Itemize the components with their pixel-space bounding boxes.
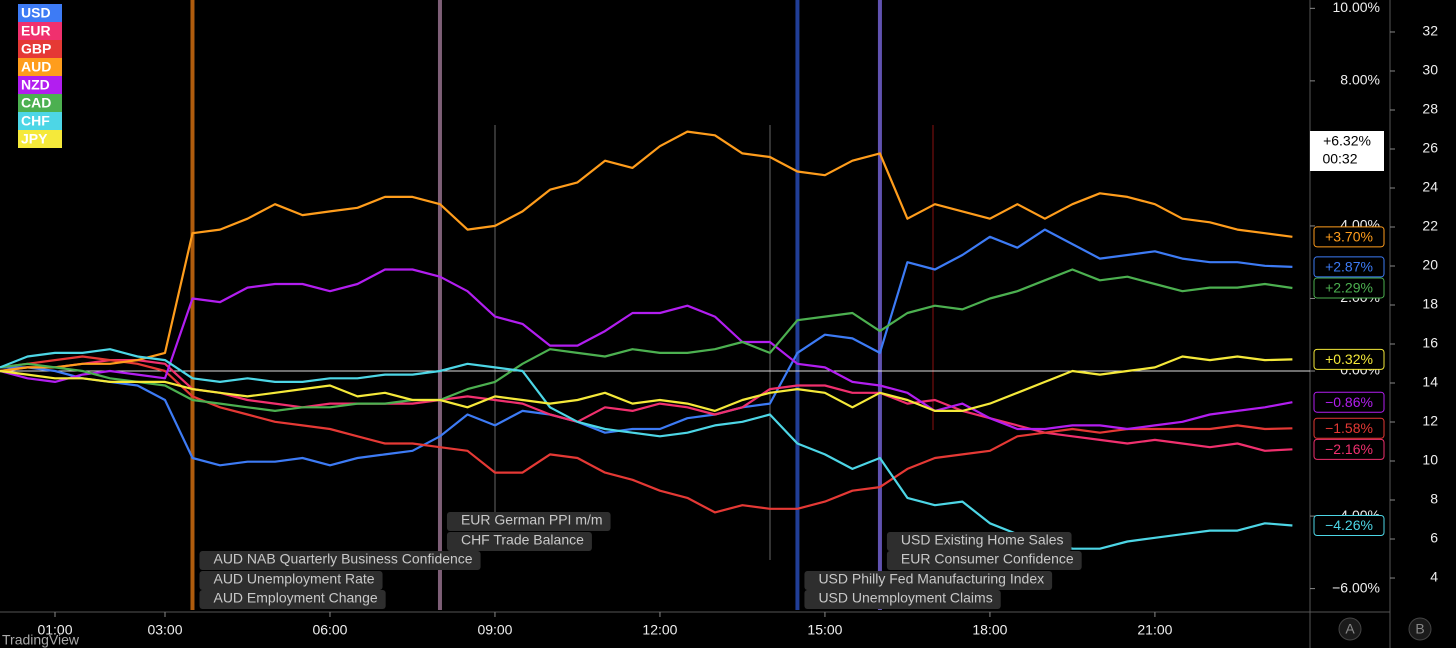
last-value-box <box>1313 514 1385 536</box>
event-label-box <box>199 571 383 590</box>
event-label-box <box>886 551 1082 570</box>
event-label-box <box>886 532 1072 551</box>
event-label: EUR Consumer Confidence <box>901 551 1074 567</box>
series-line <box>0 268 1293 431</box>
x-tick-label: 06:00 <box>312 622 347 638</box>
y2-tick-label: 28 <box>1422 101 1438 117</box>
event-label: AUD NAB Quarterly Business Confidence <box>213 551 472 567</box>
event-label-box <box>446 532 592 551</box>
legend-label: GBP <box>21 41 51 57</box>
legend-label: NZD <box>21 77 50 93</box>
event-label: CHF Trade Balance <box>461 532 584 548</box>
series-line <box>0 355 1293 412</box>
series-line <box>0 348 1293 550</box>
scale-button[interactable] <box>1408 617 1432 641</box>
last-value-box <box>1313 226 1385 248</box>
y2-tick-label: 10 <box>1422 452 1438 468</box>
legend-swatch <box>18 112 62 130</box>
legend-swatch <box>18 40 62 58</box>
series-line <box>0 228 1293 467</box>
event-label: AUD Unemployment Rate <box>213 571 374 587</box>
legend-swatch <box>18 22 62 40</box>
event-label-box <box>446 512 611 531</box>
last-value-box <box>1313 417 1385 439</box>
event-label: USD Philly Fed Manufacturing Index <box>818 571 1044 587</box>
y2-tick-label: 24 <box>1422 179 1438 195</box>
last-value-label: −1.58% <box>1325 420 1373 436</box>
event-label: AUD Employment Change <box>213 590 377 606</box>
series-line <box>0 355 1293 514</box>
last-value-label: +3.70% <box>1325 229 1373 245</box>
last-value-box <box>1313 277 1385 299</box>
price-label: +6.32% <box>1323 133 1371 149</box>
legend-swatch <box>18 94 62 112</box>
event-label-box <box>199 590 386 609</box>
countdown: 00:32 <box>1322 151 1357 167</box>
last-value-box <box>1313 348 1385 370</box>
y2-tick-label: 26 <box>1422 140 1438 156</box>
price-box <box>1310 131 1384 171</box>
brand: TradingView <box>2 632 80 648</box>
y2-tick-label: 32 <box>1422 23 1438 39</box>
y-tick-label: −6.00% <box>1332 579 1380 595</box>
legend-swatch <box>18 76 62 94</box>
y2-tick-label: 6 <box>1430 530 1438 546</box>
event-label: EUR German PPI m/m <box>461 512 603 528</box>
event-label-box <box>804 590 1001 609</box>
y2-tick-label: 22 <box>1422 218 1438 234</box>
legend-swatch <box>18 4 62 22</box>
legend-swatch <box>18 130 62 148</box>
event-label-box <box>199 551 481 570</box>
y2-tick-label: 14 <box>1422 374 1438 390</box>
last-value-label: +0.32% <box>1325 351 1373 367</box>
y2-tick-label: 4 <box>1430 569 1438 585</box>
last-value-label: −2.16% <box>1325 441 1373 457</box>
x-tick-label: 15:00 <box>807 622 842 638</box>
x-tick-label: 09:00 <box>477 622 512 638</box>
x-tick-label: 21:00 <box>1137 622 1172 638</box>
last-value-label: −4.26% <box>1325 517 1373 533</box>
last-value-label: +2.29% <box>1325 280 1373 296</box>
y2-tick-label: 12 <box>1422 413 1438 429</box>
series-line <box>0 268 1293 412</box>
legend-swatch <box>18 58 62 76</box>
legend-label: AUD <box>21 59 51 75</box>
event-label: USD Unemployment Claims <box>818 590 992 606</box>
legend-label: CAD <box>21 95 51 111</box>
y2-tick-label: 16 <box>1422 335 1438 351</box>
event-label-box <box>804 571 1053 590</box>
x-tick-label: 12:00 <box>642 622 677 638</box>
x-tick-label: 18:00 <box>972 622 1007 638</box>
y-tick-label: 8.00% <box>1340 72 1380 88</box>
last-value-box <box>1313 438 1385 460</box>
last-value-label: −0.86% <box>1325 394 1373 410</box>
y2-tick-label: 18 <box>1422 296 1438 312</box>
x-tick-label: 03:00 <box>147 622 182 638</box>
y2-tick-label: 30 <box>1422 62 1438 78</box>
scale-button-label[interactable]: B <box>1415 621 1424 637</box>
last-value-box <box>1313 256 1385 278</box>
legend-label: CHF <box>21 113 50 129</box>
last-value-label: +2.87% <box>1325 259 1373 275</box>
legend-label: USD <box>21 5 51 21</box>
y2-tick-label: 8 <box>1430 491 1438 507</box>
event-label: USD Existing Home Sales <box>901 532 1064 548</box>
scale-button[interactable] <box>1338 617 1362 641</box>
y2-tick-label: 20 <box>1422 257 1438 273</box>
y-tick-label: 10.00% <box>1333 0 1380 15</box>
scale-button-label[interactable]: A <box>1345 621 1355 637</box>
legend-label: EUR <box>21 23 51 39</box>
x-tick-label: 01:00 <box>37 622 72 638</box>
series-line <box>0 130 1293 373</box>
last-value-box <box>1313 391 1385 413</box>
legend-label: JPY <box>21 131 48 147</box>
